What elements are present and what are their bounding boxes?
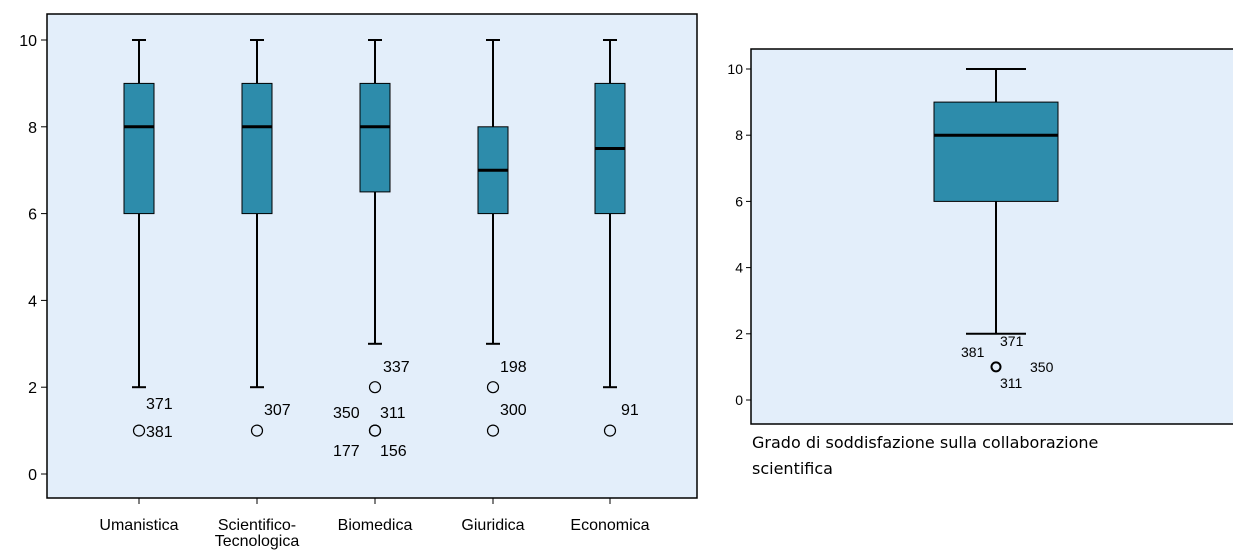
outlier-label: 198 (500, 359, 527, 376)
y-tick-label: 10 (19, 33, 37, 50)
y-tick-label: 0 (28, 467, 37, 484)
outlier-point (990, 361, 1002, 373)
right-chart: 0 2 4 6 8 10 371 381 350 311 (727, 61, 1059, 408)
category-label: Giuridica (461, 517, 524, 534)
outlier-label: 371 (1000, 333, 1024, 349)
outlier-label: 371 (146, 396, 173, 413)
outlier-label: 350 (333, 405, 360, 422)
y-tick-label: 4 (28, 293, 37, 310)
outlier-label: 381 (961, 344, 985, 360)
outlier-label: 350 (1030, 359, 1054, 375)
y-tick-label: 4 (735, 260, 743, 276)
iqr-box (241, 82, 273, 215)
y-tick-label: 6 (735, 193, 743, 209)
outlier-point (486, 424, 500, 437)
outlier-point (132, 424, 146, 437)
category-label: Scientifico- (218, 517, 296, 534)
category-label: Biomedica (338, 517, 413, 534)
outlier-point (603, 424, 617, 437)
y-tick-label: 10 (727, 61, 743, 77)
outlier-label: 337 (383, 359, 410, 376)
left-chart: 0 2 4 6 8 10 Umanistica Scientifico-Tecnologica… (19, 33, 649, 550)
outlier-point (368, 424, 382, 437)
category-label: Tecnologica (215, 533, 300, 550)
outlier-point (250, 424, 264, 437)
y-tick-label: 2 (28, 380, 37, 397)
outlier-label: 156 (380, 443, 407, 460)
y-tick-label: 8 (28, 120, 37, 137)
outlier-label: 300 (500, 402, 527, 419)
outlier-point (486, 381, 500, 394)
outlier-point (368, 381, 382, 394)
y-tick-label: 2 (735, 326, 743, 342)
outlier-label: 311 (1000, 375, 1023, 391)
y-tick-label: 0 (735, 392, 743, 408)
iqr-box (123, 82, 155, 215)
right-x-axis-title: Grado di soddisfazione sulla collaborazi… (752, 433, 1099, 478)
outlier-label: 381 (146, 424, 173, 441)
iqr-box (359, 82, 391, 193)
y-tick-label: 8 (735, 127, 743, 143)
outlier-label: 307 (264, 402, 291, 419)
outlier-label: 91 (621, 402, 639, 419)
outlier-label: 177 (333, 443, 360, 460)
iqr-box (933, 101, 1059, 202)
y-tick-label: 6 (28, 207, 37, 224)
category-label: Umanistica (99, 517, 178, 534)
outlier-label: 311 (380, 405, 406, 422)
category-label: Economica (570, 517, 649, 534)
